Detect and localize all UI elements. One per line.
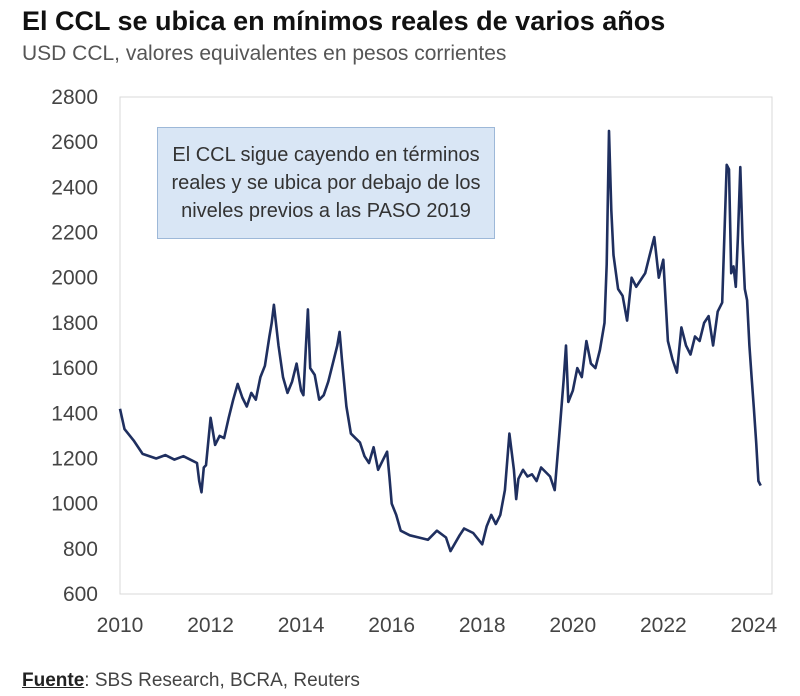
chart-subtitle: USD CCL, valores equivalentes en pesos c… [22,42,507,65]
y-tick-label: 2600 [51,131,98,154]
y-axis: 600 800 1000 1200 1400 1600 1800 2000 2200 2400 26… [51,86,98,606]
x-tick-label: 2010 [97,614,144,637]
x-tick-label: 2018 [459,614,506,637]
y-tick-label: 600 [63,583,98,606]
x-tick-label: 2022 [640,614,687,637]
source-note: Fuente: SBS Research, BCRA, Reuters [22,670,360,692]
y-tick-label: 2800 [51,86,98,109]
annotation-box: El CCL sigue cayendo en términos reales … [157,127,495,239]
y-tick-label: 2200 [51,222,98,245]
y-tick-label: 2000 [51,267,98,290]
y-tick-label: 1600 [51,357,98,380]
chart-title: El CCL se ubica en mínimos reales de var… [22,6,666,36]
y-tick-label: 1000 [51,493,98,516]
series-layer [118,129,762,553]
source-text: : SBS Research, BCRA, Reuters [84,670,360,691]
y-tick-label: 1800 [51,312,98,335]
y-tick-label: 1400 [51,402,98,425]
x-tick-label: 2014 [278,614,325,637]
y-tick-label: 2400 [51,176,98,199]
x-tick-label: 2020 [549,614,596,637]
y-tick-label: 800 [63,538,98,561]
x-axis: 2010 2012 2014 2016 2018 2020 2022 2024 [97,614,778,637]
series-line-0 [118,129,762,553]
x-tick-label: 2024 [731,614,778,637]
x-tick-label: 2016 [368,614,415,637]
source-label: Fuente [22,670,85,691]
x-tick-label: 2012 [187,614,234,637]
y-tick-label: 1200 [51,447,98,470]
